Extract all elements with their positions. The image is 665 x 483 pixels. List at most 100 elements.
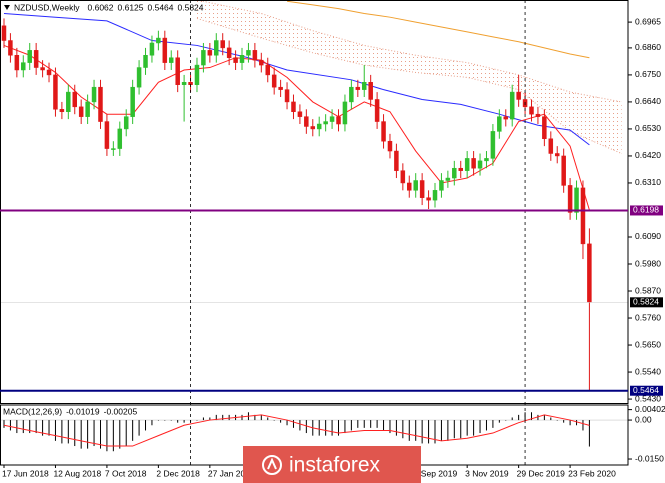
candle-body (490, 131, 496, 159)
candle-body (246, 50, 251, 56)
candle-body (361, 82, 367, 90)
candle-body (194, 64, 200, 85)
y-tick-label: 0.5650 (635, 339, 661, 349)
candle-body (567, 185, 573, 213)
candle-body (439, 180, 444, 191)
current-price-box (630, 297, 663, 308)
watermark-icon (267, 457, 277, 470)
candle-body (497, 116, 502, 132)
candle-body (374, 99, 380, 122)
macd-value: -0.01019 (66, 406, 100, 416)
candle-body (252, 50, 258, 61)
candle-body (181, 82, 187, 85)
candle-body (278, 86, 283, 90)
candle-body (271, 74, 277, 88)
candle-body (14, 55, 20, 71)
y-tick-label: 0.5430 (635, 393, 661, 403)
candle-body (304, 116, 309, 127)
ohlc-value: 0.5464 (148, 2, 174, 12)
candle-body (117, 128, 123, 149)
candle-body (381, 121, 386, 142)
y-tick-label: 0.5870 (635, 285, 661, 295)
candle-body (342, 101, 348, 125)
candle-body (445, 177, 451, 181)
candle-body (104, 121, 110, 149)
y-tick-label: 0.6310 (635, 177, 661, 187)
candle-body (98, 86, 103, 122)
price-layer (0, 0, 628, 391)
candle-body (40, 67, 45, 71)
candle-body (85, 101, 90, 117)
candle-body (471, 158, 476, 169)
candle-body (464, 158, 470, 171)
candle-body (214, 40, 219, 56)
candle-body (46, 69, 52, 76)
cloud-edge (196, 0, 622, 103)
candle-body (452, 167, 457, 179)
macd-value: -0.00205 (104, 406, 138, 416)
macd-signal (3, 414, 590, 447)
level-label: 0.5464 (633, 385, 659, 395)
ichimoku-cloud (196, 0, 622, 154)
candle-body (291, 101, 296, 112)
candle-body (21, 62, 26, 71)
candle-body (265, 64, 270, 76)
candle-body (529, 106, 534, 115)
candle-body (1, 25, 7, 41)
macd-y-tick-label: -0.0150 (635, 453, 664, 463)
candle-body (387, 140, 393, 152)
candle-body (561, 155, 566, 186)
candle-body (156, 37, 161, 44)
level-label-box (630, 205, 663, 216)
y-tick-label: 0.6090 (635, 231, 661, 241)
candle-body (207, 50, 213, 56)
x-tick-label: 8 Sep 2019 (414, 468, 458, 478)
cloud-edge (196, 17, 622, 154)
level-label-box (630, 385, 663, 396)
candle-body (419, 180, 425, 198)
candle-body (477, 160, 483, 169)
candle-body (336, 116, 341, 125)
cloud-layer (196, 0, 622, 154)
ohlc-value: 0.6062 (88, 2, 114, 12)
candle-body (574, 187, 579, 213)
candle-body (484, 158, 489, 162)
candle-body (136, 67, 142, 88)
x-tick-label: 27 Jan 2019 (208, 468, 255, 478)
candle-body (168, 57, 174, 63)
candle-body (503, 116, 509, 120)
y-tick-label: 0.6860 (635, 42, 661, 52)
x-tick-label: 3 Nov 2019 (465, 468, 509, 478)
candle-body (509, 91, 515, 120)
candle-body (78, 106, 84, 117)
symbol-label: NZDUSD,Weekly (14, 2, 80, 12)
macd-label: MACD(12,26,9) (3, 406, 62, 416)
candle-body (407, 182, 412, 191)
watermark: instaforex (243, 446, 421, 483)
candle-body (130, 86, 135, 117)
macd-layer (0, 412, 628, 452)
candle-body (355, 86, 361, 90)
macd-y-tick-label: 0.00 (635, 414, 652, 424)
x-tick-label: 2 Dec 2018 (156, 468, 200, 478)
candle-body (72, 91, 78, 108)
candle-body (413, 180, 418, 191)
candle-body (297, 111, 303, 117)
y-tick-label: 0.5540 (635, 366, 661, 376)
current-price-label: 0.5824 (633, 297, 659, 307)
candle-body (27, 50, 32, 63)
candle-body (111, 148, 116, 150)
candle-body (123, 116, 129, 130)
candle-body (316, 123, 322, 130)
candle-body (542, 116, 547, 140)
y-tick-label: 0.6530 (635, 123, 661, 133)
watermark-band (243, 446, 421, 483)
candle-body (394, 150, 399, 171)
candle-body (162, 37, 168, 63)
candle-body (59, 109, 65, 112)
price-frame (0, 0, 629, 404)
candle-body (426, 197, 431, 201)
candle-body (220, 40, 225, 49)
candle-body (516, 91, 521, 100)
candle-body (53, 74, 58, 110)
